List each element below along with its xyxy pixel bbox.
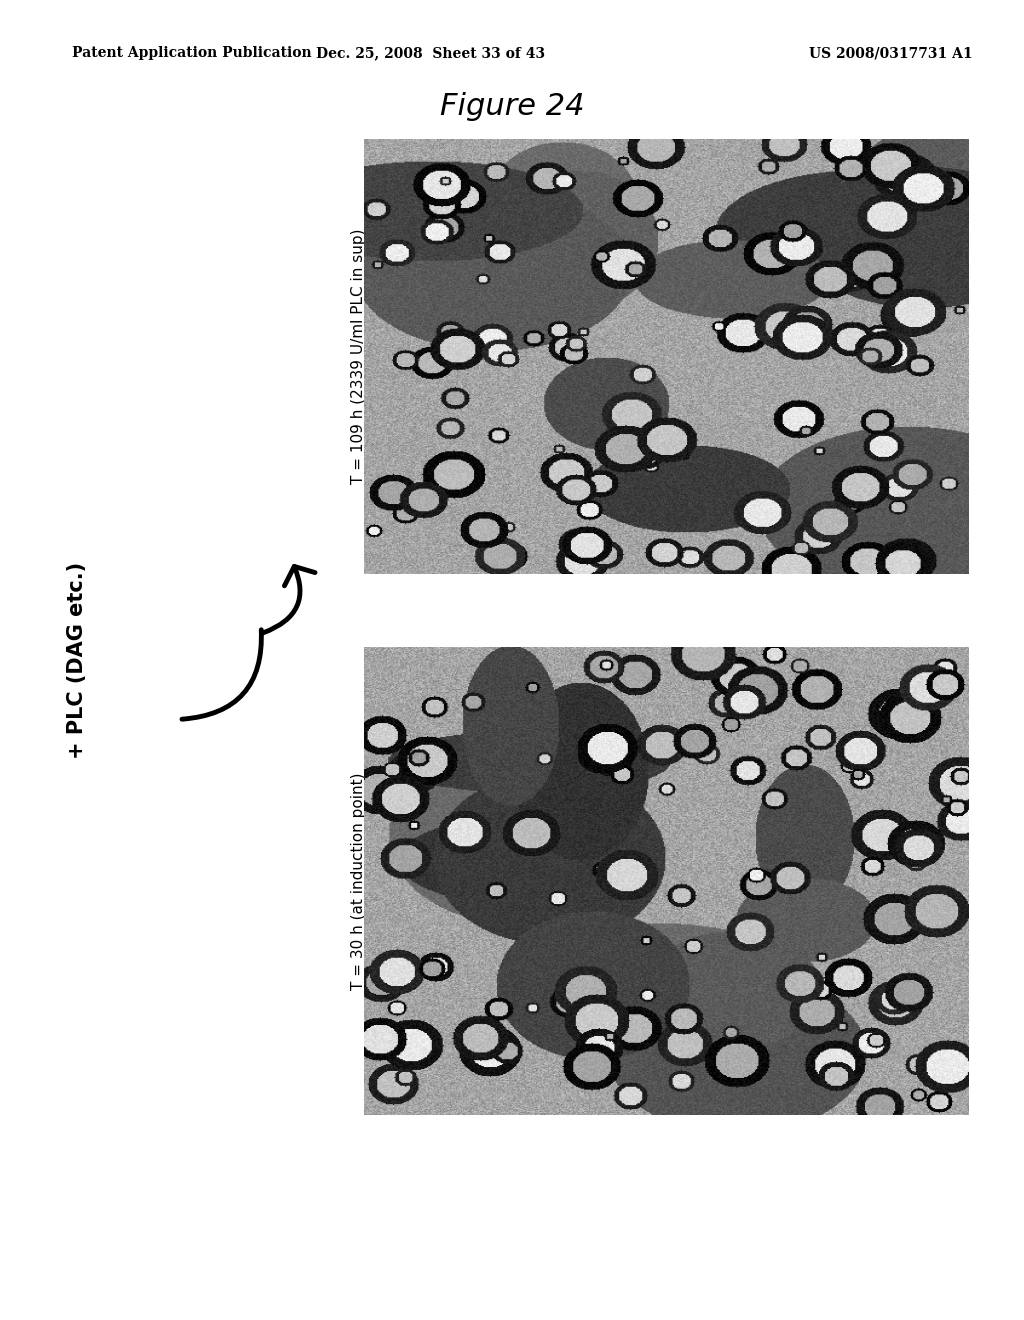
Text: + PLC (DAG etc.): + PLC (DAG etc.) <box>67 561 87 759</box>
Text: Patent Application Publication: Patent Application Publication <box>72 46 311 61</box>
Text: US 2008/0317731 A1: US 2008/0317731 A1 <box>809 46 973 61</box>
FancyArrowPatch shape <box>182 630 261 719</box>
FancyArrowPatch shape <box>264 566 315 632</box>
Text: Dec. 25, 2008  Sheet 33 of 43: Dec. 25, 2008 Sheet 33 of 43 <box>315 46 545 61</box>
Text: T = 30 h (at induction point): T = 30 h (at induction point) <box>351 772 366 990</box>
Text: T = 109 h (2339 U/ml PLC in sup): T = 109 h (2339 U/ml PLC in sup) <box>351 228 366 484</box>
Text: Figure 24: Figure 24 <box>439 92 585 121</box>
